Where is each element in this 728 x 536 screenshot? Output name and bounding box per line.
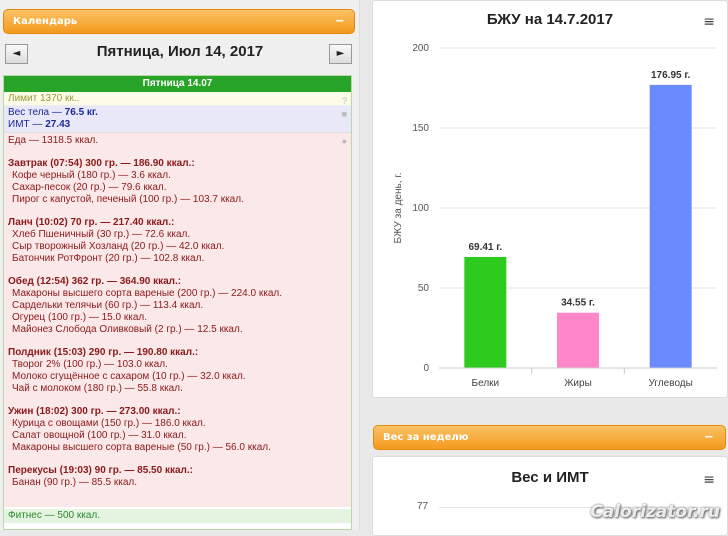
meal-item: Батончик РотФронт (20 гр.) — 102.8 ккал. [12,253,205,264]
meal-title: Ланч (10:02) 70 гр. — 217.40 ккал.: [8,217,175,228]
food-section[interactable]: Еда — 1318.5 ккал. ● Завтрак (07:54) 300… [4,133,351,507]
scale-icon[interactable]: ■ [341,109,347,119]
fitness-row[interactable]: Фитнес — 500 ккал. [4,509,351,523]
y-tick-label: 200 [412,43,429,54]
meal-item: Макароны высшего сорта вареные (200 гр.)… [12,288,282,299]
weight-section[interactable]: Вес тела — 76.5 кг. ИМТ — 27.43 ■ [4,106,351,133]
weight-y-tick: 77 [417,501,429,512]
day-summary: Пятница 14.07 Лимит 1370 кк.. ? Вес тела… [3,75,352,530]
calorie-limit[interactable]: Лимит 1370 кк.. ? [4,92,351,106]
meal-item: Салат овощной (100 гр.) — 31.0 ккал. [12,430,187,441]
macros-chart-card: БЖУ на 14.7.2017 ≡ 0 50 100 150 200 БЖУ за де… [372,0,728,398]
y-tick-label: 150 [412,123,429,134]
x-tick-label: Белки [472,378,500,389]
date-title: Пятница, Июл 14, 2017 [96,43,264,60]
day-bar: Пятница 14.07 [4,76,351,92]
meal-item: Чай с молоком (180 гр.) — 55.8 ккал. [12,383,183,394]
watermark: Calorizator.ru [590,502,720,522]
meal-list: Завтрак (07:54) 300 гр. — 186.90 ккал.: К… [8,158,351,489]
food-icon[interactable]: ● [341,136,347,146]
bar-value-label: 176.95 г. [651,70,691,81]
meal-block[interactable]: Обед (12:54) 362 гр. — 364.90 ккал.: Мака… [8,276,351,336]
x-tick-label: Жиры [564,378,592,389]
meal-item: Молоко сгущённое с сахаром (10 гр.) — 32… [12,371,246,382]
bar [649,84,692,368]
bar-value-label: 69.41 г. [468,242,502,253]
meal-item: Пирог с капустой, печеный (100 гр.) — 10… [12,194,244,205]
macros-bar-chart: 0 50 100 150 200 БЖУ за день, г. 69.41 г. Белки… [393,43,717,389]
chart-menu-icon[interactable]: ≡ [703,14,715,30]
question-icon[interactable]: ? [341,96,347,106]
weight-value: 76.5 кг. [64,107,98,118]
meal-title: Ужин (18:02) 300 гр. — 273.00 ккал.: [8,406,181,417]
meal-block[interactable]: Полдник (15:03) 290 гр. — 190.80 ккал.: Т… [8,347,351,395]
meal-item: Сахар-песок (20 гр.) — 79.6 ккал. [12,182,167,193]
prev-day-button[interactable]: ◄ [5,44,28,64]
calorie-limit-label: Лимит 1370 кк.. [8,93,80,104]
fitness-label: Фитнес — 500 ккал. [8,510,101,521]
calendar-header-title: Календарь [13,16,78,27]
meal-item: Макароны высшего сорта вареные (50 гр.) … [12,442,271,453]
meal-item: Сардельки телячьи (60 гр.) — 113.4 ккал. [12,300,204,311]
meal-block[interactable]: Ужин (18:02) 300 гр. — 273.00 ккал.: Кури… [8,406,351,454]
weight-gridline [439,507,719,508]
meal-block[interactable]: Перекусы (19:03) 90 гр. — 85.50 ккал.: Ба… [8,465,351,489]
meal-item: Творог 2% (100 гр.) — 103.0 ккал. [12,359,168,370]
meal-item: Кофе черный (180 гр.) — 3.6 ккал. [12,170,171,181]
bmi-label: ИМТ — [8,119,46,130]
x-tick-label: Углеводы [649,378,693,389]
calendar-panel: Календарь ‒ ◄ Пятница, Июл 14, 2017 ► Пя… [0,0,360,530]
meal-title: Полдник (15:03) 290 гр. — 190.80 ккал.: [8,347,199,358]
weight-chart-card: Вес и ИМТ ≡ 77 [372,456,728,536]
bar [557,312,599,368]
meal-item: Курица с овощами (150 гр.) — 186.0 ккал. [12,418,206,429]
y-tick-label: 50 [418,283,430,294]
chart-title: БЖУ на 14.7.2017 [486,11,614,28]
y-tick-label: 100 [412,203,429,214]
y-tick-label: 0 [423,363,429,374]
weekly-header-title: Вес за неделю [383,432,469,443]
right-column: БЖУ на 14.7.2017 ≡ 0 50 100 150 200 БЖУ за де… [370,0,728,536]
meal-title: Обед (12:54) 362 гр. — 364.90 ккал.: [8,276,182,287]
calendar-header[interactable]: Календарь ‒ [3,9,355,34]
meal-title: Перекусы (19:03) 90 гр. — 85.50 ккал.: [8,465,193,476]
weight-label: Вес тела — [8,107,65,118]
bmi-value: 27.43 [45,119,71,130]
meal-item: Майонез Слобода Оливковый (2 гр.) — 12.5… [12,324,243,335]
bar-value-label: 34.55 г. [561,298,595,309]
weekly-minimize-icon[interactable]: ‒ [704,429,713,443]
minimize-icon[interactable]: ‒ [335,13,344,27]
meal-title: Завтрак (07:54) 300 гр. — 186.90 ккал.: [8,158,195,169]
food-total: Еда — 1318.5 ккал. [8,135,99,146]
weight-chart-title: Вес и ИМТ [511,469,589,486]
weight-chart-menu-icon[interactable]: ≡ [703,472,715,488]
meal-block[interactable]: Завтрак (07:54) 300 гр. — 186.90 ккал.: К… [8,158,351,206]
meal-item: Сыр творожный Хозланд (20 гр.) — 42.0 кк… [12,241,225,252]
bar [464,256,507,368]
meal-item: Банан (90 гр.) — 85.5 ккал. [12,477,137,488]
y-axis-label: БЖУ за день, г. [393,173,404,244]
meal-block[interactable]: Ланч (10:02) 70 гр. — 217.40 ккал.: Хлеб … [8,217,351,265]
weekly-header[interactable]: Вес за неделю ‒ [373,425,726,450]
meal-item: Огурец (100 гр.) — 15.0 ккал. [12,312,147,323]
meal-item: Хлеб Пшеничный (30 гр.) — 72.6 ккал. [12,229,191,240]
next-day-button[interactable]: ► [329,44,352,64]
